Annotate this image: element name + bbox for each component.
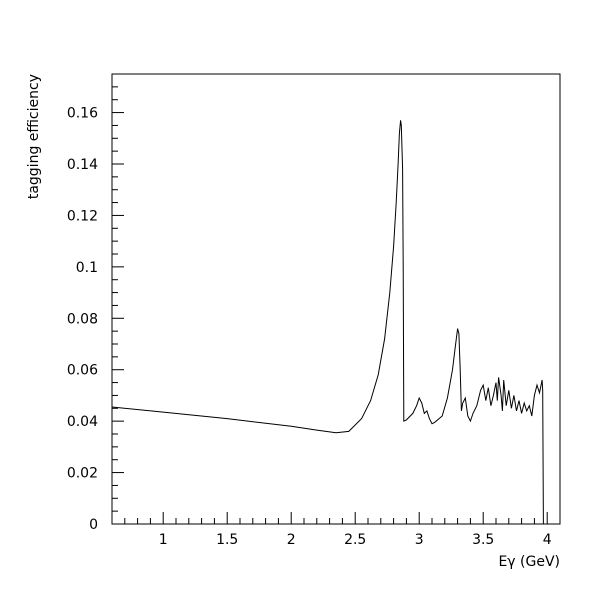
y-tick-label: 0.08 bbox=[67, 311, 98, 327]
y-tick-labels: 0 0.02 0.04 0.06 0.08 0.1 0.12 0.14 0.16 bbox=[67, 106, 98, 533]
x-tick-label: 2.5 bbox=[344, 532, 366, 548]
y-tick-label: 0.02 bbox=[67, 466, 98, 482]
x-tick-label: 4 bbox=[543, 532, 552, 548]
y-tick-label: 0.1 bbox=[76, 260, 98, 276]
plot-frame bbox=[111, 73, 561, 525]
x-axis-title: Eγ (GeV) bbox=[498, 554, 560, 570]
x-tick-label: 2 bbox=[287, 532, 296, 548]
series-line bbox=[111, 120, 544, 525]
x-tick-label: 3 bbox=[415, 532, 424, 548]
axis-ticks bbox=[111, 73, 561, 525]
x-tick-labels: 1 1.5 2 2.5 3 3.5 4 bbox=[159, 532, 552, 548]
x-tick-label: 1.5 bbox=[216, 532, 238, 548]
y-tick-label: 0.06 bbox=[67, 363, 98, 379]
x-tick-label: 3.5 bbox=[472, 532, 494, 548]
y-axis-title: tagging efficiency bbox=[26, 74, 42, 199]
y-tick-label: 0.16 bbox=[67, 106, 98, 122]
y-tick-label: 0 bbox=[89, 517, 98, 533]
x-tick-label: 1 bbox=[159, 532, 168, 548]
y-tick-label: 0.04 bbox=[67, 414, 98, 430]
y-tick-label: 0.12 bbox=[67, 208, 98, 224]
y-tick-label: 0.14 bbox=[67, 157, 98, 173]
